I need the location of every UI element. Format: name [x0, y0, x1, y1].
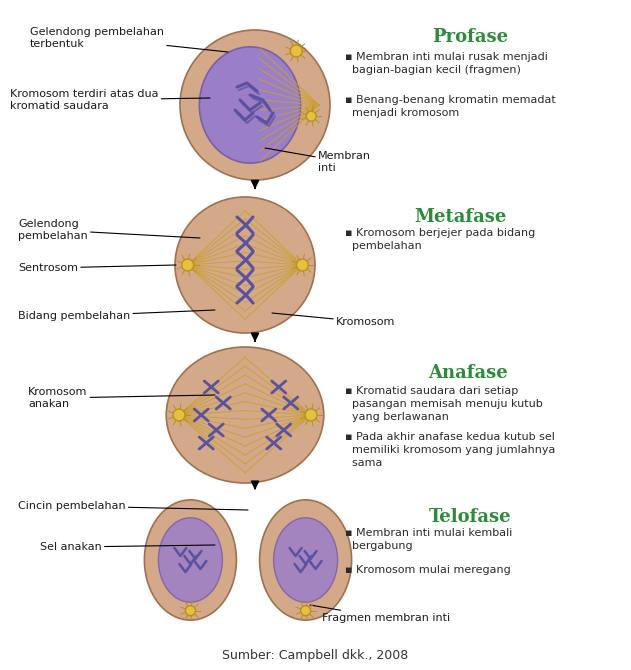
Text: Gelendong pembelahan
terbentuk: Gelendong pembelahan terbentuk — [30, 27, 228, 52]
Text: Sentrosom: Sentrosom — [18, 263, 176, 273]
Text: ▪ Kromosom mulai meregang: ▪ Kromosom mulai meregang — [345, 565, 510, 575]
Text: Profase: Profase — [432, 28, 508, 46]
Ellipse shape — [290, 45, 302, 57]
Ellipse shape — [173, 409, 185, 421]
Ellipse shape — [306, 111, 316, 121]
Ellipse shape — [199, 47, 300, 163]
Text: Fragmen membran inti: Fragmen membran inti — [310, 605, 450, 623]
Text: Metafase: Metafase — [414, 208, 506, 226]
Text: Gelendong
pembelahan: Gelendong pembelahan — [18, 219, 200, 241]
Ellipse shape — [305, 409, 317, 421]
Text: Sumber: Campbell dkk., 2008: Sumber: Campbell dkk., 2008 — [222, 649, 408, 661]
Text: ▪ Kromatid saudara dari setiap
  pasangan memisah menuju kutub
  yang berlawanan: ▪ Kromatid saudara dari setiap pasangan … — [345, 386, 543, 422]
Text: Membran
inti: Membran inti — [265, 148, 371, 173]
Text: Kromosom: Kromosom — [272, 313, 396, 327]
Ellipse shape — [166, 347, 324, 483]
Ellipse shape — [144, 500, 237, 620]
Ellipse shape — [158, 518, 222, 602]
Ellipse shape — [182, 259, 194, 271]
Ellipse shape — [175, 197, 315, 333]
Ellipse shape — [180, 30, 330, 180]
Text: ▪ Kromosom berjejer pada bidang
  pembelahan: ▪ Kromosom berjejer pada bidang pembelah… — [345, 228, 535, 251]
Text: Sel anakan: Sel anakan — [40, 542, 215, 552]
Text: Telofase: Telofase — [428, 508, 511, 526]
Ellipse shape — [297, 259, 309, 271]
Text: ▪ Pada akhir anafase kedua kutub sel
  memiliki kromosom yang jumlahnya
  sama: ▪ Pada akhir anafase kedua kutub sel mem… — [345, 432, 555, 468]
Text: Kromosom
anakan: Kromosom anakan — [28, 387, 215, 409]
Text: Anafase: Anafase — [428, 364, 508, 382]
Ellipse shape — [274, 518, 338, 602]
Text: Kromosom terdiri atas dua
kromatid saudara: Kromosom terdiri atas dua kromatid sauda… — [10, 89, 210, 111]
Text: Cincin pembelahan: Cincin pembelahan — [18, 501, 248, 511]
Ellipse shape — [259, 500, 351, 620]
Ellipse shape — [300, 606, 310, 616]
Text: ▪ Membran inti mulai rusak menjadi
  bagian-bagian kecil (fragmen): ▪ Membran inti mulai rusak menjadi bagia… — [345, 52, 548, 75]
Text: ▪ Membran inti mulai kembali
  bergabung: ▪ Membran inti mulai kembali bergabung — [345, 528, 512, 551]
Text: ▪ Benang-benang kromatin memadat
  menjadi kromosom: ▪ Benang-benang kromatin memadat menjadi… — [345, 95, 556, 118]
Text: Bidang pembelahan: Bidang pembelahan — [18, 310, 215, 321]
Ellipse shape — [186, 606, 196, 616]
